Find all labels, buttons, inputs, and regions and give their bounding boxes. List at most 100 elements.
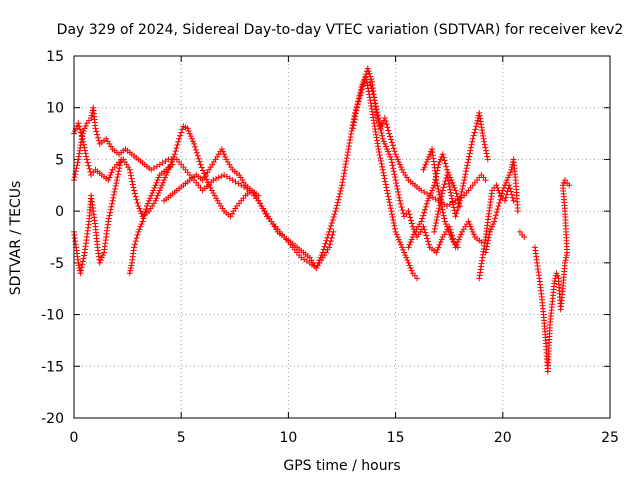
- data-point: [359, 81, 366, 88]
- data-point: [208, 187, 215, 194]
- data-point: [560, 179, 567, 186]
- data-point: [210, 190, 217, 197]
- data-point: [353, 107, 360, 114]
- data-point: [409, 234, 416, 240]
- data-point: [369, 88, 376, 95]
- data-point: [143, 206, 150, 213]
- data-point: [496, 199, 503, 206]
- data-point: [397, 164, 404, 171]
- data-point: [363, 76, 370, 83]
- data-point: [127, 265, 134, 272]
- data-point: [379, 166, 386, 173]
- data-point: [326, 241, 333, 248]
- data-point: [348, 127, 355, 134]
- data-point: [336, 193, 343, 200]
- data-point: [379, 163, 386, 170]
- y-tick-label: -15: [41, 359, 64, 375]
- data-point: [392, 177, 399, 184]
- data-point: [395, 159, 402, 166]
- data-point: [441, 218, 448, 225]
- data-point: [82, 150, 89, 157]
- data-point: [157, 184, 164, 191]
- x-axis-label: GPS time / hours: [283, 458, 400, 474]
- data-point: [173, 145, 180, 152]
- chart-title: Day 329 of 2024, Sidereal Day-to-day VTE…: [57, 22, 624, 38]
- data-point: [74, 162, 81, 169]
- plot-frame: [73, 55, 611, 419]
- data-point: [327, 225, 334, 232]
- data-point: [398, 204, 405, 211]
- data-point: [341, 170, 348, 177]
- data-point: [459, 183, 466, 190]
- data-point: [376, 120, 383, 127]
- data-point: [406, 262, 413, 269]
- data-point: [110, 194, 117, 201]
- data-point: [196, 158, 203, 165]
- data-point: [424, 197, 431, 204]
- data-point: [470, 132, 477, 139]
- data-point: [437, 156, 444, 163]
- data-point: [77, 270, 84, 277]
- data-point: [374, 112, 381, 119]
- data-point: [433, 177, 440, 184]
- x-tick-label: 25: [601, 430, 619, 446]
- x-tick-label: 20: [494, 430, 512, 446]
- data-point: [133, 196, 140, 203]
- data-point: [465, 218, 472, 225]
- data-point: [74, 159, 81, 166]
- data-point: [450, 201, 457, 208]
- data-point: [423, 232, 430, 239]
- data-point: [490, 221, 497, 228]
- data-point: [455, 236, 462, 243]
- data-point: [454, 193, 461, 200]
- data-point: [136, 205, 143, 212]
- data-point: [444, 166, 451, 173]
- data-point: [83, 153, 90, 160]
- data-point: [186, 130, 193, 137]
- data-point: [213, 175, 220, 182]
- data-point: [425, 241, 432, 248]
- data-point: [366, 78, 373, 85]
- data-point: [71, 174, 78, 181]
- data-point: [330, 214, 337, 221]
- data-point: [107, 171, 114, 178]
- data-point: [433, 180, 440, 187]
- data-point: [426, 192, 433, 199]
- data-point: [466, 153, 473, 160]
- data-point: [347, 137, 354, 144]
- data-point: [409, 223, 416, 230]
- data-point: [344, 149, 351, 156]
- data-point: [149, 190, 156, 197]
- data-point: [379, 120, 386, 127]
- data-point: [109, 197, 116, 204]
- data-point: [480, 135, 487, 142]
- data-point: [435, 188, 442, 195]
- data-point: [220, 148, 227, 155]
- data-point: [461, 177, 468, 184]
- data-point: [148, 192, 155, 199]
- data-point: [454, 244, 461, 251]
- data-point: [385, 127, 392, 134]
- data-point: [357, 86, 364, 93]
- data-point: [402, 252, 409, 259]
- data-point: [399, 207, 406, 214]
- data-point: [75, 120, 82, 127]
- data-point: [128, 262, 135, 269]
- data-point: [554, 272, 561, 279]
- data-point: [496, 190, 503, 197]
- data-point: [449, 198, 456, 205]
- data-point: [108, 200, 115, 207]
- data-point: [210, 177, 217, 184]
- data-point: [152, 197, 159, 204]
- data-point: [131, 241, 138, 248]
- data-point: [563, 254, 570, 261]
- data-point: [408, 220, 415, 227]
- data-point: [127, 172, 134, 179]
- data-point: [492, 215, 499, 222]
- data-point: [406, 211, 413, 218]
- data-point: [473, 123, 480, 130]
- data-point: [463, 165, 470, 172]
- data-point: [506, 182, 513, 189]
- data-point: [192, 146, 199, 153]
- data-point: [137, 223, 144, 230]
